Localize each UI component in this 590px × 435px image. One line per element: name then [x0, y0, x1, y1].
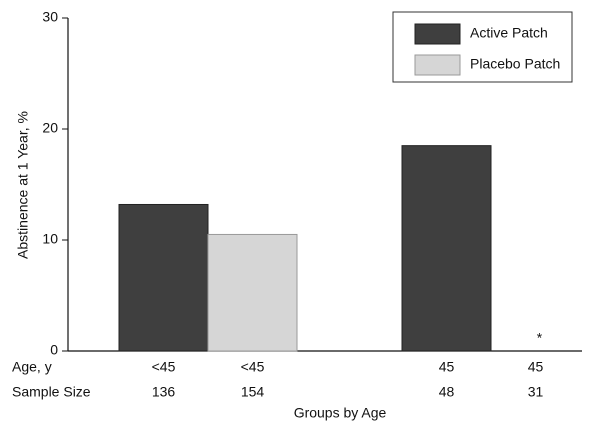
row-value: 154 [241, 384, 265, 400]
row-value: 31 [528, 384, 544, 400]
x-axis-label: Groups by Age [294, 405, 387, 421]
legend-swatch [414, 23, 461, 45]
y-tick-label: 20 [42, 120, 58, 136]
legend-label: Active Patch [470, 25, 548, 41]
bar [118, 203, 209, 352]
y-tick-label: 10 [42, 231, 58, 247]
bar [207, 233, 298, 352]
row-label: Age, y [12, 359, 52, 375]
legend-swatch [414, 54, 461, 76]
row-label: Sample Size [12, 384, 91, 400]
bar [401, 145, 492, 352]
annotation: * [537, 330, 543, 346]
row-value: 48 [439, 384, 455, 400]
row-value: 136 [152, 384, 176, 400]
row-value: <45 [241, 359, 265, 375]
y-tick-label: 30 [42, 9, 58, 25]
y-axis-label: Abstinence at 1 Year, % [15, 111, 31, 259]
legend-label: Placebo Patch [470, 56, 560, 72]
y-tick-label: 0 [50, 342, 58, 358]
row-value: 45 [528, 359, 544, 375]
row-value: 45 [439, 359, 455, 375]
row-value: <45 [152, 359, 176, 375]
